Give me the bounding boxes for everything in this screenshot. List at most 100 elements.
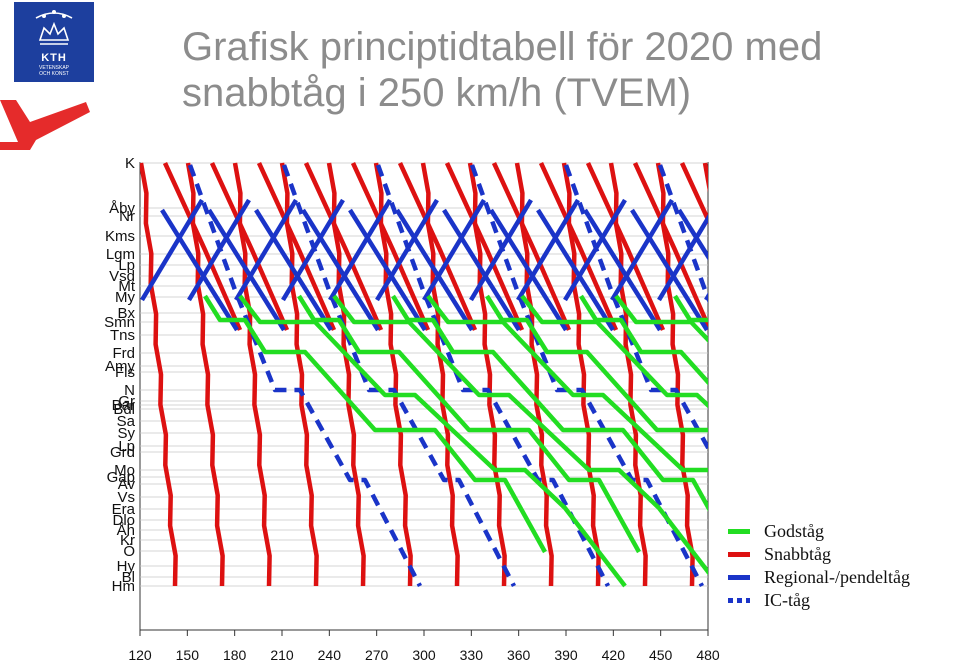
godstag-path	[203, 294, 547, 554]
logo-text: KTH	[41, 52, 67, 64]
legend-swatch	[728, 598, 750, 603]
regional-path	[422, 198, 486, 302]
godstag-path	[673, 294, 708, 323]
regional-path	[630, 208, 708, 332]
regional-path	[234, 198, 298, 302]
station-label: Lgm	[106, 246, 135, 263]
legend-swatch	[728, 575, 750, 580]
snabbtag-path	[232, 162, 272, 587]
godstag-path	[391, 294, 708, 512]
station-label: Åby	[109, 200, 135, 217]
regional-path	[207, 208, 286, 332]
regional-path	[677, 208, 708, 261]
station-label: Vs	[117, 489, 135, 506]
snabbtag-path	[444, 162, 525, 331]
snabbtag-path	[514, 162, 554, 587]
station-label: K	[125, 155, 135, 172]
regional-path	[348, 208, 427, 332]
crown-emblem-icon	[35, 10, 73, 45]
station-label: Gr	[118, 393, 135, 410]
snabbtag-path	[185, 162, 225, 587]
snabbtag-path	[256, 162, 337, 331]
ic-path	[187, 164, 422, 588]
x-tick-label: 120	[128, 647, 152, 662]
snabbtag-path	[538, 162, 619, 331]
station-label: Lp	[118, 257, 135, 274]
station-label: Av	[118, 476, 136, 493]
snabbtag-path	[608, 162, 648, 587]
snabbtag-path	[140, 162, 178, 587]
station-label: Sa	[117, 413, 136, 430]
snabbtag-path	[373, 162, 413, 587]
snabbtag-path	[655, 162, 695, 587]
kth-logo: KTH VETENSKAP OCH KONST	[14, 2, 94, 82]
legend-item-ic: IC-tåg	[728, 589, 910, 612]
station-label: Bx	[117, 305, 135, 322]
legend-label: Snabbtåg	[764, 544, 831, 564]
station-label: Nr	[119, 208, 135, 225]
station-label: Dlo	[112, 512, 135, 529]
x-tick-label: 330	[460, 647, 484, 662]
station-label: Mt	[118, 278, 135, 295]
x-tick-label: 300	[412, 647, 436, 662]
godstag-path	[426, 294, 708, 473]
godstag-path	[332, 294, 708, 576]
logo-sub-text: VETENSKAP	[38, 65, 69, 71]
legend-item-regional: Regional-/pendeltåg	[728, 566, 910, 589]
x-tick-label: 180	[223, 647, 247, 662]
regional-path	[536, 208, 615, 332]
regional-path	[160, 208, 239, 332]
legend-label: Godståg	[764, 521, 824, 541]
station-label: Lp	[118, 438, 135, 455]
station-label: My	[115, 289, 135, 306]
snabbtag-path	[467, 162, 507, 587]
title-line-2: snabbtåg i 250 km/h (TVEM)	[182, 71, 692, 115]
ic-path	[469, 164, 704, 588]
station-label: Bdl	[113, 401, 135, 418]
station-label: Hy	[117, 558, 136, 575]
regional-path	[704, 292, 708, 302]
station-label: Tns	[110, 327, 135, 344]
regional-path	[726, 210, 801, 330]
snabbtag-path	[303, 162, 384, 331]
station-label: Amy	[105, 358, 136, 375]
snabbtag-path	[561, 162, 601, 587]
x-tick-label: 150	[176, 647, 200, 662]
regional-path	[395, 208, 474, 332]
regional-path	[516, 198, 580, 302]
legend-item-godstag: Godståg	[728, 520, 910, 543]
x-tick-label: 480	[696, 647, 720, 662]
godstag-path	[614, 294, 708, 343]
station-label: Era	[112, 501, 136, 518]
legend-swatch	[728, 529, 750, 534]
x-tick-label: 390	[554, 647, 578, 662]
legend-label: Regional-/pendeltåg	[764, 567, 910, 587]
regional-path	[328, 198, 392, 302]
chart-legend: Godståg Snabbtåg Regional-/pendeltåg IC-…	[728, 520, 910, 612]
regional-path	[301, 208, 380, 332]
ic-path	[281, 164, 516, 588]
regional-path	[489, 208, 568, 332]
snabbtag-path	[326, 162, 366, 587]
station-label: Vsd	[109, 268, 135, 285]
station-label: Bl	[122, 569, 135, 586]
station-label: Gap	[107, 469, 135, 486]
regional-path	[254, 208, 333, 332]
station-label: Hm	[112, 578, 135, 595]
red-v-logo-icon	[0, 100, 90, 150]
station-label: Frd	[113, 345, 136, 362]
station-label: Bar	[112, 397, 135, 414]
godstag-path	[520, 294, 708, 409]
godstag-path	[297, 294, 641, 554]
x-tick-label: 360	[507, 647, 531, 662]
station-label: Ö	[123, 542, 135, 560]
station-label: Fls	[115, 364, 135, 381]
snabbtag-path	[162, 162, 243, 331]
snabbtag-path	[585, 162, 666, 331]
ic-path	[375, 164, 610, 588]
station-label: Smn	[104, 314, 135, 331]
page-title: Grafisk principtidtabell för 2020 med sn…	[182, 24, 822, 116]
station-label: Grd	[110, 444, 135, 461]
logo-sub-text: OCH KONST	[39, 71, 69, 77]
